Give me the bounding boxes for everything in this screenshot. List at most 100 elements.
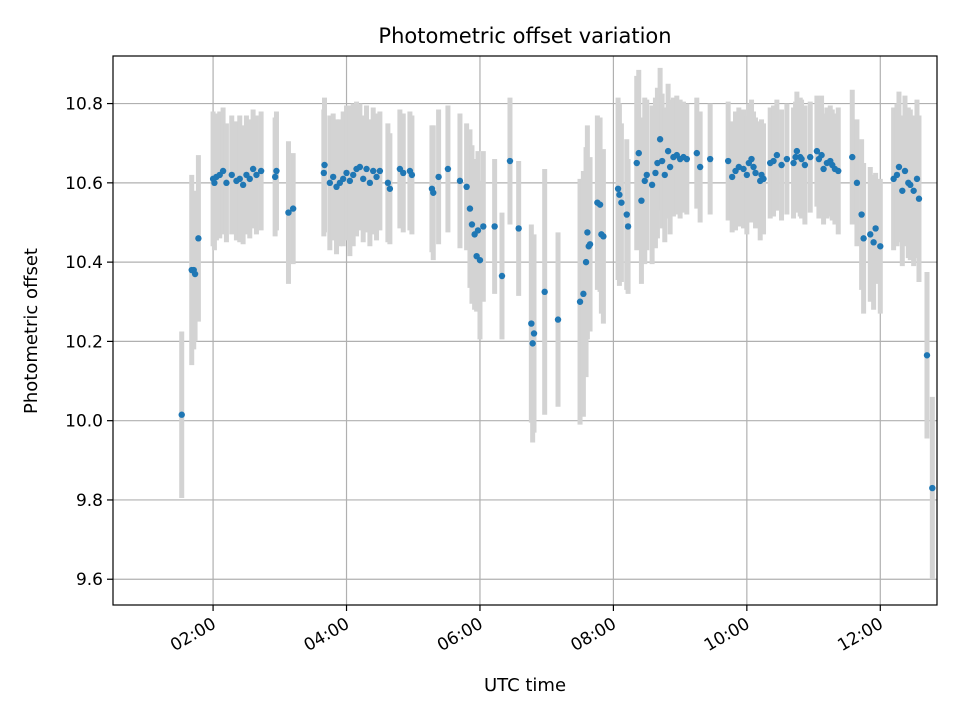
y-tick-label: 10.6	[65, 174, 103, 194]
data-point	[498, 272, 506, 280]
data-point	[693, 149, 701, 157]
data-point	[748, 155, 755, 163]
data-point	[666, 163, 674, 171]
data-point	[289, 205, 297, 212]
plot-frame	[112, 55, 938, 606]
data-point	[529, 340, 536, 347]
data-point	[384, 179, 392, 187]
chart-title: Photometric offset variation	[378, 24, 671, 48]
data-point	[773, 151, 781, 159]
data-point	[798, 155, 805, 163]
data-point	[219, 167, 227, 175]
data-point	[858, 211, 865, 218]
data-point	[820, 165, 827, 173]
data-point	[211, 179, 218, 187]
data-point	[664, 147, 672, 155]
data-point	[915, 195, 923, 202]
data-point	[528, 320, 535, 327]
data-point	[249, 165, 257, 173]
data-point	[444, 165, 452, 173]
data-point	[648, 181, 656, 189]
data-point	[576, 298, 584, 305]
data-point	[877, 243, 884, 250]
y-tick-label: 9.6	[76, 570, 103, 590]
data-point	[792, 153, 799, 161]
data-point	[633, 159, 640, 167]
data-point	[923, 352, 931, 359]
data-point	[596, 201, 604, 208]
data-point	[724, 157, 732, 165]
data-point	[408, 171, 416, 179]
y-axis-ticks: 9.6 9.8 10.0 10.2 10.4 10.6 10.8	[65, 95, 113, 590]
y-tick-label: 9.8	[76, 491, 103, 511]
data-point	[584, 229, 591, 236]
data-point	[793, 147, 801, 155]
data-point	[321, 161, 328, 169]
data-point	[554, 316, 562, 323]
data-point	[223, 179, 230, 187]
data-point	[913, 175, 921, 183]
data-point	[624, 223, 632, 230]
data-point	[376, 167, 384, 175]
data-point	[360, 175, 367, 183]
y-tick-label: 10.2	[65, 332, 103, 352]
data-point	[807, 153, 814, 161]
data-point	[770, 157, 777, 165]
data-point	[872, 225, 879, 232]
data-point	[683, 155, 690, 163]
data-point	[373, 173, 380, 181]
data-point	[813, 147, 821, 155]
data-point	[752, 169, 759, 177]
data-point	[273, 167, 280, 175]
data-point	[474, 227, 482, 234]
data-point	[870, 239, 877, 246]
data-point	[476, 256, 484, 264]
data-point	[743, 171, 751, 179]
data-point	[236, 175, 243, 183]
data-point	[895, 163, 903, 171]
data-point	[586, 241, 594, 248]
data-point	[901, 167, 909, 175]
data-point	[853, 179, 861, 187]
y-tick-label: 10.8	[65, 95, 103, 115]
data-point	[661, 171, 668, 179]
data-point	[253, 171, 260, 179]
data-point	[643, 171, 650, 179]
x-axis-label: UTC time	[484, 675, 566, 696]
data-point	[899, 187, 906, 194]
data-point	[910, 187, 917, 194]
data-point	[658, 157, 666, 165]
data-point	[480, 223, 487, 230]
data-point	[696, 163, 704, 171]
data-point	[778, 161, 785, 169]
data-point	[867, 231, 874, 238]
data-point	[491, 223, 498, 230]
data-point	[320, 169, 328, 177]
data-point	[740, 165, 747, 173]
data-point	[849, 153, 856, 161]
data-point	[228, 171, 235, 179]
data-point	[468, 221, 476, 228]
data-point	[614, 185, 622, 192]
data-point	[195, 235, 202, 242]
data-point	[600, 233, 607, 240]
data-point	[728, 173, 736, 181]
data-point	[638, 197, 645, 204]
data-point	[246, 175, 253, 183]
data-point	[652, 169, 659, 177]
data-point	[907, 181, 914, 189]
data-point	[582, 258, 590, 266]
data-point	[506, 157, 514, 165]
data-point	[783, 155, 791, 163]
data-point	[239, 181, 247, 189]
data-point	[635, 149, 642, 157]
data-point	[641, 177, 648, 185]
data-point	[271, 173, 279, 181]
data-point	[818, 151, 825, 159]
data-point	[835, 167, 842, 175]
y-tick-label: 10.0	[65, 412, 103, 432]
data-point	[435, 173, 442, 181]
data-point	[400, 169, 407, 177]
data-point	[456, 177, 464, 185]
